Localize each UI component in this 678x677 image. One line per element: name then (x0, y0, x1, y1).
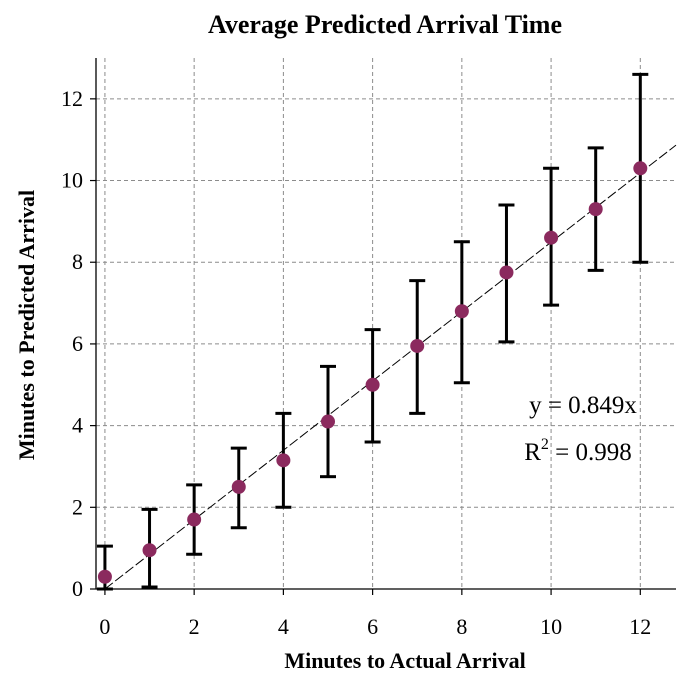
x-tick-label: 10 (540, 614, 562, 639)
grid-layer (96, 58, 676, 589)
axis-layer: 0 2 4 6 8 10 12 0 2 4 6 8 10 12 (61, 58, 676, 639)
data-point (365, 377, 380, 392)
data-point (142, 543, 157, 558)
data-point (544, 230, 559, 245)
r-squared-label: R2 = 0.998 (524, 436, 632, 466)
y-tick-label: 6 (72, 331, 83, 356)
trendline-layer (104, 144, 677, 590)
x-tick-label: 12 (629, 614, 651, 639)
trendline (104, 144, 677, 590)
data-point (454, 304, 469, 319)
y-tick-label: 12 (61, 86, 83, 111)
data-point (97, 569, 112, 584)
r-squared-value: = 0.998 (549, 439, 632, 466)
data-point (588, 202, 603, 217)
x-tick-label: 4 (278, 614, 289, 639)
x-axis-title: Minutes to Actual Arrival (284, 648, 525, 673)
x-tick-label: 6 (367, 614, 378, 639)
trendline-equation: y = 0.849x (529, 392, 637, 419)
y-axis-title: Minutes to Predicted Arrival (14, 190, 39, 460)
r-squared-superscript: 2 (541, 436, 549, 453)
y-tick-label: 10 (61, 168, 83, 193)
x-tick-label: 2 (189, 614, 200, 639)
data-point (276, 453, 291, 468)
data-point (187, 512, 202, 527)
x-tick-label: 8 (456, 614, 467, 639)
data-point (410, 338, 425, 353)
y-tick-label: 2 (72, 494, 83, 519)
y-tick-label: 4 (72, 413, 83, 438)
data-point-layer (97, 161, 648, 584)
chart-title: Average Predicted Arrival Time (208, 10, 562, 39)
x-tick-label: 0 (99, 614, 110, 639)
data-point (321, 414, 335, 429)
y-tick-label: 0 (72, 576, 83, 601)
data-point (499, 265, 514, 280)
r-squared-r: R (524, 439, 541, 466)
y-tick-label: 8 (72, 249, 83, 274)
data-point (633, 161, 648, 176)
data-point (231, 479, 246, 494)
